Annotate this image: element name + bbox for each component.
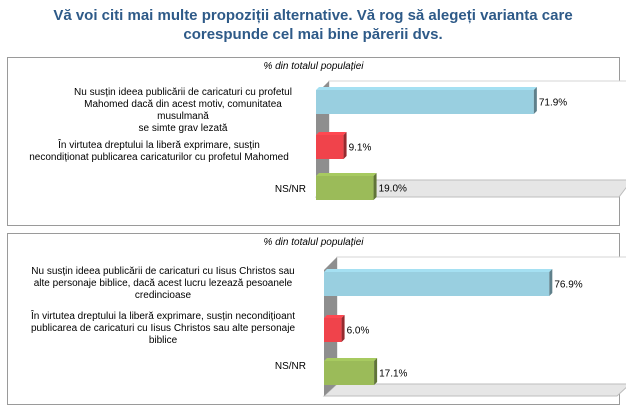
bar-2	[316, 132, 347, 159]
bar-top-face	[316, 173, 377, 176]
category-label-3: NS/NR	[208, 184, 306, 196]
bar-2	[324, 315, 345, 342]
category-label-line: NS/NR	[274, 361, 306, 372]
bar-top-face	[324, 269, 553, 272]
category-label-line: publicarea de caricaturi cu Iisus Christ…	[30, 323, 296, 334]
bar-front-face	[324, 361, 375, 385]
category-label-line: biblice	[148, 335, 178, 346]
bar-front-face	[324, 318, 342, 342]
bar-value-label: 76.9%	[554, 280, 582, 291]
bar-side-face	[374, 358, 378, 385]
bar-plot: 76.9% 6.0% 17.1%	[322, 256, 626, 397]
bar-top-face	[324, 315, 345, 318]
bar-top-face	[316, 132, 347, 135]
bar-value-label: 71.9%	[539, 98, 567, 109]
bar-value-label: 9.1%	[349, 143, 372, 154]
chart-panel-mahomed: % din totalul populației Nu susțin ideea…	[7, 57, 626, 226]
category-label-line: NS/NR	[274, 184, 306, 195]
bar-front-face	[316, 90, 534, 114]
category-label-line: credincioase	[134, 290, 192, 301]
category-label-2: În virtutea dreptului la liberă exprimar…	[12, 140, 306, 164]
bar-plot: 71.9% 9.1% 19.0%	[314, 80, 626, 200]
bar-side-face	[341, 315, 345, 342]
category-label-line: În virtutea dreptului la liberă exprimar…	[30, 311, 296, 322]
chart-title-line-2: corespunde cel mai bine părerii dvs.	[183, 26, 443, 43]
category-label-line: Mahomed dacă din acest motiv, comunitate…	[84, 99, 282, 122]
bar-top-face	[316, 87, 537, 90]
bar-front-face	[316, 135, 344, 159]
category-label-line: Nu susțin ideea publicării de caricaturi…	[74, 87, 292, 98]
category-label-1: Nu susțin ideea publicării de caricaturi…	[12, 266, 314, 302]
panel-subtitle: % din totalul populației	[263, 237, 364, 248]
chart-title: Vă voi citi mai multe propoziții alterna…	[0, 6, 626, 44]
bar-value-label: 17.1%	[379, 369, 407, 380]
category-label-line: Nu susțin ideea publicării de caricaturi…	[31, 266, 295, 277]
bar-value-label: 19.0%	[379, 184, 407, 195]
bar-side-face	[373, 173, 377, 200]
bar-3	[316, 173, 377, 200]
category-label-3: NS/NR	[208, 361, 306, 373]
bar-side-face	[343, 132, 347, 159]
bar-side-face	[549, 269, 553, 296]
category-label-line: se simte grav lezată	[138, 123, 228, 134]
bar-top-face	[324, 358, 378, 361]
bar-front-face	[316, 176, 374, 200]
panel-subtitle: % din totalul populației	[263, 61, 364, 72]
category-label-line: alte personaje biblice, dacă acest lucru…	[33, 278, 293, 289]
chart-title-line-1: Vă voi citi mai multe propoziții alterna…	[53, 7, 573, 24]
bar-1	[316, 87, 537, 114]
category-label-line: În virtutea dreptului la liberă exprimar…	[58, 140, 260, 151]
category-label-2: În virtutea dreptului la liberă exprimar…	[12, 311, 314, 347]
bar-1	[324, 269, 553, 296]
bar-3	[324, 358, 378, 385]
bar-value-label: 6.0%	[347, 326, 370, 337]
chart-panel-iisus: % din totalul populației Nu susțin ideea…	[7, 233, 626, 405]
category-label-line: necondiționat publicarea caricaturilor c…	[29, 152, 289, 163]
category-label-1: Nu susțin ideea publicării de caricaturi…	[60, 87, 306, 135]
plot-floor	[322, 383, 626, 397]
bar-side-face	[533, 87, 537, 114]
bar-front-face	[324, 272, 550, 296]
